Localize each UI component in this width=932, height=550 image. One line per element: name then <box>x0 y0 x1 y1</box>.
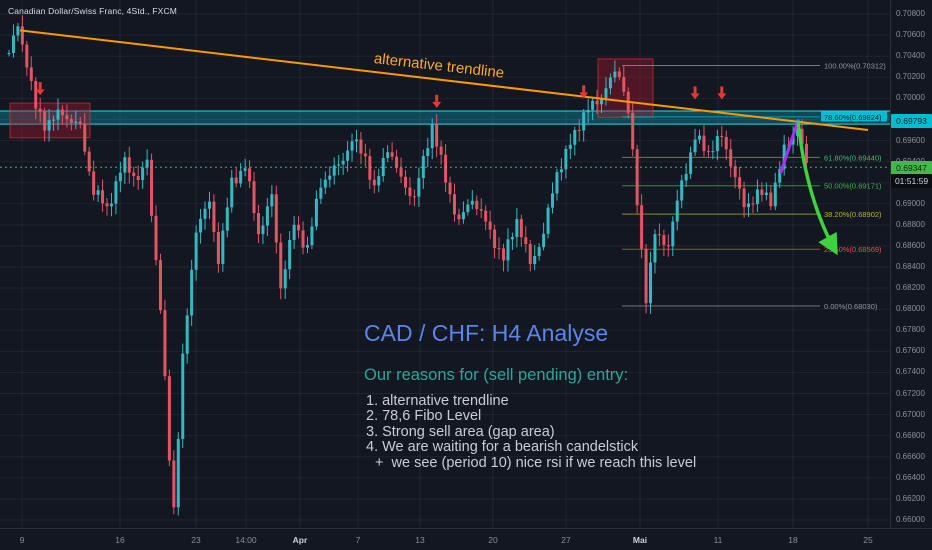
chart-grid <box>0 0 890 528</box>
price-tick-label: 0.67200 <box>896 388 925 398</box>
last-price-badge: 0.69347 <box>891 161 932 176</box>
projection-drawing[interactable] <box>779 118 838 256</box>
price-tick-label: 0.70800 <box>896 9 925 19</box>
price-tick-label: 0.67600 <box>896 346 925 356</box>
time-tick-label: 20 <box>488 535 498 545</box>
time-tick-label: 27 <box>561 535 571 545</box>
down-arrow-marker[interactable] <box>579 85 589 99</box>
price-tick-label: 0.67400 <box>896 367 925 377</box>
fibonacci-retracement-drawing[interactable]: 100.00%(0.70312) 78.60%(0.69824) 61.80%(0.… <box>622 61 887 311</box>
svg-text:100.00%(0.70312): 100.00%(0.70312) <box>824 61 886 70</box>
time-tick-label: 13 <box>415 535 425 545</box>
price-tick-label: 0.70200 <box>896 72 925 82</box>
time-axis[interactable]: 9 16 23 14:00 Apr 7 13 20 27 Mai 11 18 25 <box>0 528 932 550</box>
time-tick-label: 11 <box>713 535 723 545</box>
price-tick-label: 0.68000 <box>896 304 925 314</box>
reason-line: 4. We are waiting for a bearish candelst… <box>366 439 639 456</box>
price-chart[interactable]: 100.00%(0.70312) 78.60%(0.69824) 61.80%(0.… <box>0 0 890 528</box>
time-tick-label: 16 <box>115 535 125 545</box>
price-tick-label: 0.66000 <box>896 515 925 525</box>
svg-text:0.00%(0.68030): 0.00%(0.68030) <box>824 302 878 311</box>
time-tick-label: Mai <box>632 535 648 545</box>
analysis-reasons-list[interactable]: 1. alternative trendline 2. 78,6 Fibo Lev… <box>366 393 697 471</box>
analysis-subtitle[interactable]: Our reasons for (sell pending) entry: <box>364 366 629 384</box>
price-tick-label: 0.70600 <box>896 30 925 40</box>
price-tick-label: 0.67000 <box>896 409 925 419</box>
price-tick-label: 0.66600 <box>896 451 925 461</box>
analysis-title[interactable]: CAD / CHF: H4 Analyse <box>364 320 609 346</box>
down-arrow-marker[interactable] <box>432 94 442 108</box>
chart-area[interactable]: 100.00%(0.70312) 78.60%(0.69824) 61.80%(0.… <box>0 0 890 528</box>
reason-line: 2. 78,6 Fibo Level <box>366 408 482 425</box>
symbol-title[interactable]: Canadian Dollar/Swiss Franc, 4Std., FXCM <box>8 6 177 16</box>
candlesticks <box>7 15 808 516</box>
price-tick-label: 0.69600 <box>896 135 925 145</box>
svg-text:61.80%(0.69440): 61.80%(0.69440) <box>824 153 882 162</box>
time-tick-label: 18 <box>788 535 798 545</box>
reason-line: 3. Strong sell area (gap area) <box>366 423 555 440</box>
price-tick-label: 0.68200 <box>896 283 925 293</box>
price-tick-label: 0.69000 <box>896 198 925 208</box>
bar-countdown-badge: 01:51:59 <box>891 174 932 189</box>
down-arrow-marker[interactable] <box>717 86 727 100</box>
time-tick-label: 7 <box>355 535 361 545</box>
price-tick-label: 0.70400 <box>896 51 925 61</box>
time-tick-label: 23 <box>191 535 201 545</box>
price-tick-label: 0.70000 <box>896 93 925 103</box>
price-tick-label: 0.68600 <box>896 240 925 250</box>
down-arrow-marker[interactable] <box>35 82 45 96</box>
price-axis[interactable]: 0.69793 0.69347 01:51:59 0.70800 0.70600 0… <box>890 0 932 528</box>
price-tick-label: 0.66800 <box>896 430 925 440</box>
price-tick-label: 0.66400 <box>896 472 925 482</box>
time-tick-label: 9 <box>19 535 25 545</box>
price-tick-label: 0.68400 <box>896 262 925 272</box>
fib-level-price-badge: 0.69793 <box>891 114 932 129</box>
price-tick-label: 0.66200 <box>896 493 925 503</box>
svg-text:38.20%(0.68902): 38.20%(0.68902) <box>824 210 882 219</box>
trendline-drawing[interactable] <box>19 29 869 131</box>
reason-line: 1. alternative trendline <box>366 393 509 409</box>
price-tick-label: 0.69400 <box>896 157 925 166</box>
down-arrow-marker[interactable] <box>690 86 700 100</box>
time-tick-label: 25 <box>863 535 873 545</box>
svg-text:23.60%(0.68569): 23.60%(0.68569) <box>824 245 882 254</box>
time-tick-label: 14:00 <box>235 535 257 545</box>
svg-text:78.60%(0.69824): 78.60%(0.69824) <box>824 113 882 122</box>
price-tick-label: 0.67800 <box>896 325 925 335</box>
sell-zone-drawing[interactable] <box>597 58 654 118</box>
time-tick-label: Apr <box>292 535 308 545</box>
price-tick-label: 0.68800 <box>896 219 925 229</box>
supply-band-drawing[interactable] <box>0 110 890 125</box>
reason-line: + we see (period 10) nice rsi if we reac… <box>375 454 697 471</box>
svg-text:50.00%(0.69171): 50.00%(0.69171) <box>824 182 882 191</box>
